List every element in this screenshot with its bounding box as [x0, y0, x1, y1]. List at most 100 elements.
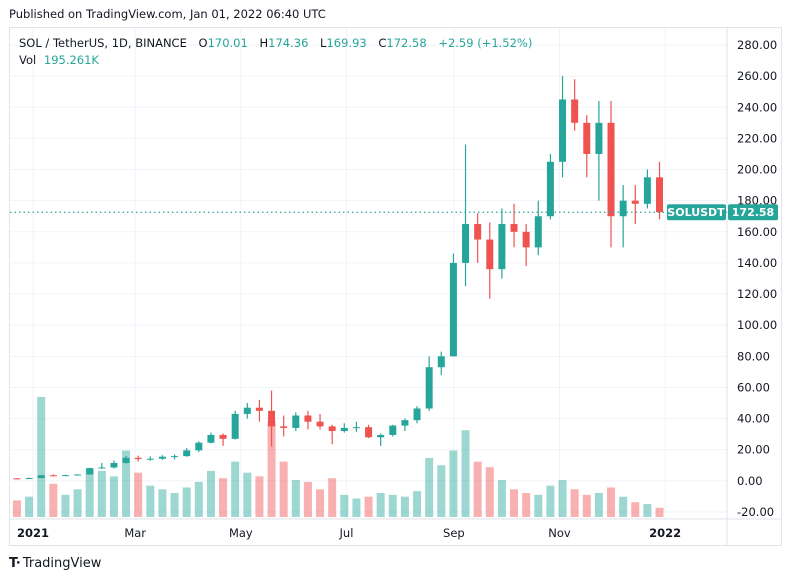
- candle-body: [316, 421, 324, 427]
- volume-bar: [194, 481, 203, 517]
- candle-body: [510, 224, 518, 232]
- open-label: O: [198, 36, 208, 50]
- y-tick-label: 260.00: [737, 69, 777, 83]
- x-tick-label: May: [229, 526, 253, 540]
- y-tick-label: 40.00: [737, 412, 770, 426]
- volume-bar: [546, 485, 555, 517]
- y-tick-label: -20.00: [737, 505, 774, 519]
- symbol-badge-label: SOLUSDT: [667, 206, 725, 219]
- y-tick-label: 240.00: [737, 100, 777, 114]
- candle-body: [352, 427, 360, 429]
- candle-body: [304, 415, 312, 422]
- volume-bar: [631, 502, 640, 517]
- y-tick-label: 220.00: [737, 131, 777, 145]
- candle-body: [74, 474, 82, 476]
- candle-body: [37, 475, 45, 479]
- volume-bar: [219, 478, 228, 517]
- symbol-label[interactable]: SOL / TetherUS, 1D, BINANCE: [19, 36, 187, 50]
- y-tick-label: 200.00: [737, 163, 777, 177]
- volume-bar: [582, 494, 591, 517]
- candle-body: [583, 122, 591, 154]
- volume-bar: [558, 480, 567, 517]
- volume-bar: [449, 450, 458, 517]
- volume-bar: [12, 500, 21, 517]
- x-tick-label: 2022: [649, 526, 681, 540]
- chart-legend: SOL / TetherUS, 1D, BINANCE O170.01 H174…: [19, 35, 532, 69]
- volume-bar: [328, 478, 337, 517]
- symbol-badge: [667, 204, 726, 221]
- volume-bar: [473, 461, 482, 517]
- volume-bar: [400, 496, 409, 517]
- volume-bar: [607, 487, 616, 517]
- candle-body: [462, 224, 470, 263]
- candle-body: [146, 458, 154, 460]
- x-tick-label: Jul: [339, 526, 354, 540]
- y-tick-label: 280.00: [737, 38, 777, 52]
- volume-bar: [485, 467, 494, 517]
- candle-body: [98, 467, 106, 469]
- candle-body: [607, 122, 615, 217]
- candle-body: [49, 475, 57, 477]
- volume-bar: [570, 489, 579, 517]
- candle-body: [619, 200, 627, 217]
- candle-body: [365, 427, 373, 438]
- volume-bar: [73, 489, 82, 517]
- volume-bar: [49, 483, 58, 517]
- candle-body: [656, 177, 664, 213]
- x-tick-label: Mar: [124, 526, 146, 540]
- candle-body: [61, 475, 69, 477]
- candle-body: [25, 478, 33, 480]
- candle-body: [86, 468, 94, 475]
- volume-bar: [619, 496, 628, 517]
- volume-bar: [655, 507, 664, 517]
- candle-body: [158, 456, 166, 459]
- volume-bar: [279, 461, 288, 517]
- volume-bar: [146, 485, 155, 517]
- y-tick-label: 140.00: [737, 256, 777, 270]
- y-tick-label: 160.00: [737, 225, 777, 239]
- y-tick-label: 120.00: [737, 287, 777, 301]
- candle-body: [134, 457, 142, 460]
- volume-bar: [255, 476, 264, 517]
- volume-bar: [158, 489, 167, 517]
- candle-body: [183, 450, 191, 457]
- volume-bar: [122, 450, 131, 517]
- volume-bar: [497, 480, 506, 517]
- candle-body: [425, 367, 433, 409]
- candle-body: [268, 410, 276, 427]
- brand-name: TradingView: [22, 556, 102, 571]
- candle-body: [122, 457, 130, 463]
- volume-bar: [231, 461, 240, 517]
- volume-bar: [182, 487, 191, 517]
- candle-body: [328, 426, 336, 432]
- volume-bar: [522, 493, 531, 517]
- open-value: 170.01: [207, 36, 248, 50]
- volume-value: 195.261K: [43, 53, 99, 67]
- volume-bar: [134, 472, 143, 517]
- candle-body: [546, 161, 554, 217]
- chart-frame[interactable]: [9, 27, 782, 546]
- volume-bar: [643, 504, 652, 517]
- candle-body: [243, 407, 251, 414]
- y-tick-label: 80.00: [737, 349, 770, 363]
- candle-body: [522, 231, 530, 248]
- volume-bar: [534, 494, 543, 517]
- candle-body: [643, 177, 651, 204]
- volume-bar: [594, 493, 603, 517]
- close-value: 172.58: [386, 36, 427, 50]
- footer-brand[interactable]: T∙ TradingView: [9, 556, 101, 571]
- candle-body: [110, 462, 118, 468]
- volume-bar: [376, 493, 385, 517]
- candle-body: [255, 407, 263, 411]
- high-label: H: [259, 36, 269, 50]
- volume-bar: [461, 430, 470, 517]
- high-value: 174.36: [268, 36, 309, 50]
- published-caption: Published on TradingView.com, Jan 01, 20…: [9, 7, 326, 21]
- candle-body: [195, 442, 203, 451]
- last-price-label: 172.58: [732, 206, 774, 219]
- candle-body: [219, 434, 227, 439]
- volume-bar: [510, 489, 519, 517]
- candle-body: [486, 239, 494, 270]
- volume-label: Vol: [19, 53, 37, 67]
